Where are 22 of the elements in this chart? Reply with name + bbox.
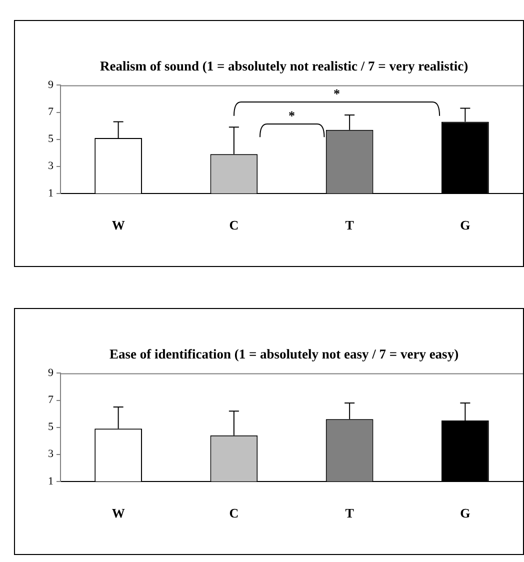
x-tick-label: T (345, 506, 354, 521)
annotation: * (332, 86, 341, 102)
y-tick-label: 7 (48, 394, 54, 406)
y-tick-label: 7 (48, 106, 54, 118)
y-tick-label: 9 (48, 367, 54, 380)
x-tick-label: G (460, 218, 470, 233)
y-tick-label: 3 (48, 160, 54, 172)
x-tick-label: W (112, 506, 125, 521)
x-tick-label: G (460, 506, 470, 521)
chart-title: Ease of identification (1 = absolutely not easy / 7 = very easy) (109, 346, 459, 362)
x-tick-label: T (345, 218, 354, 233)
chart-title: Realism of sound (1 = absolutely not realistic / 7 = very realistic) (100, 58, 468, 74)
y-tick-label: 1 (48, 187, 54, 200)
y-tick-label: 3 (48, 448, 54, 460)
y-tick-label: 9 (48, 79, 54, 92)
y-tick-label: 5 (48, 133, 54, 146)
y-tick-label: 1 (48, 475, 54, 488)
x-tick-label: W (112, 218, 125, 233)
y-tick-label: 5 (48, 421, 54, 434)
annotation: * (288, 108, 296, 124)
x-tick-label: C (229, 506, 239, 521)
x-tick-label: C (229, 218, 239, 233)
